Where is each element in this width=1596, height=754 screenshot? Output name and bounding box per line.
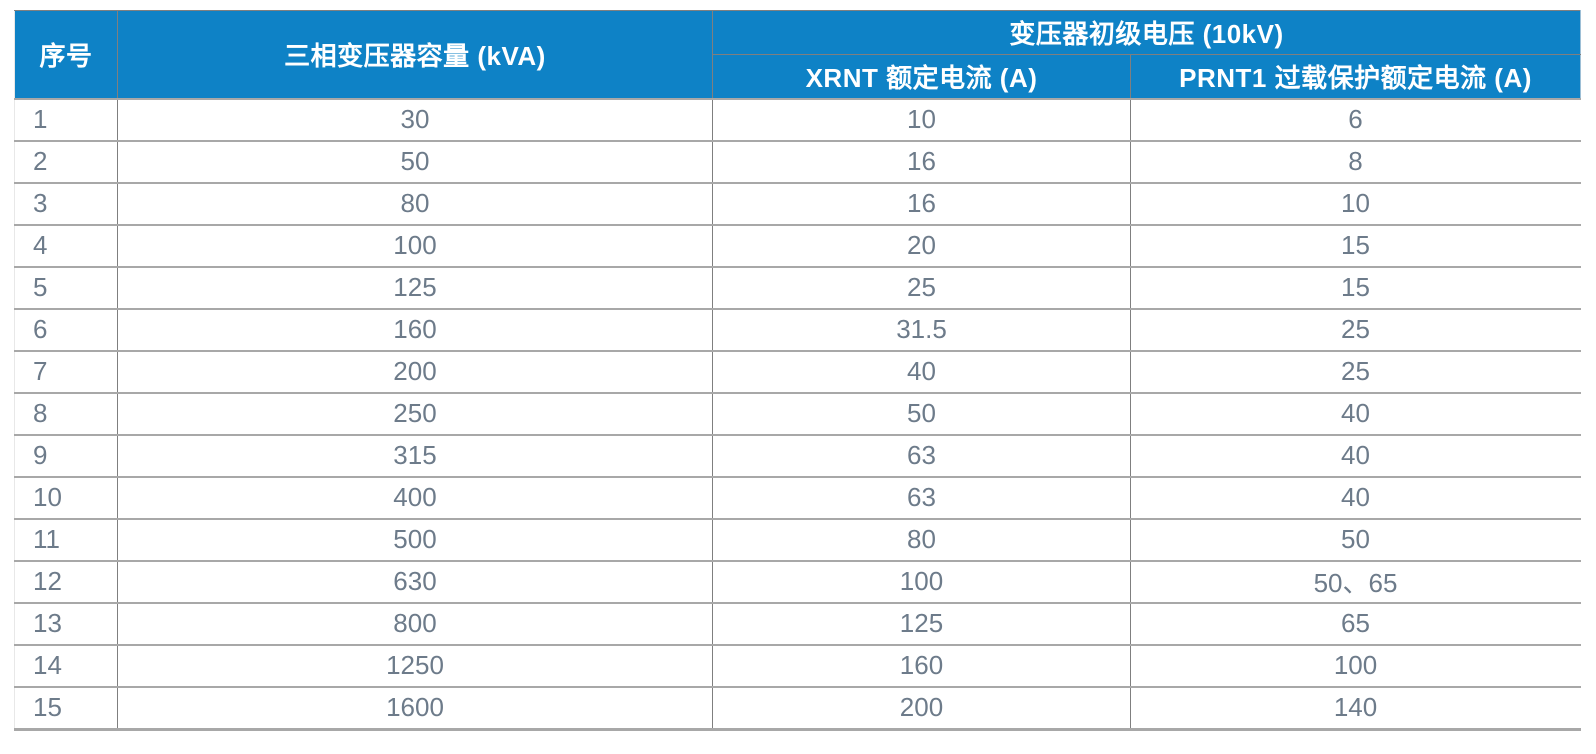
row-number-cell: 11: [14, 517, 118, 562]
prnt1-current-cell: 140: [1129, 685, 1582, 730]
prnt1-current-cell: 6: [1129, 97, 1582, 142]
row-number-cell: 14: [14, 643, 118, 688]
header-col-xrnt: XRNT 额定电流 (A): [712, 54, 1131, 99]
transformer-fuse-spec-table: 序号 三相变压器容量 (kVA) 变压器初级电压 (10kV) XRNT 额定电…: [14, 10, 1582, 731]
table-row: 7 200 40 25: [14, 349, 1582, 394]
capacity-cell: 630: [117, 559, 713, 604]
row-number-cell: 10: [14, 475, 118, 520]
header-col-capacity: 三相变压器容量 (kVA): [117, 10, 713, 99]
prnt1-current-cell: 25: [1129, 307, 1582, 352]
table-row: 5 125 25 15: [14, 265, 1582, 310]
xrnt-current-cell: 80: [712, 517, 1131, 562]
table-row: 13 800 125 65: [14, 601, 1582, 646]
table-row: 1 30 10 6: [14, 97, 1582, 142]
table-row: 15 1600 200 140: [14, 685, 1582, 730]
xrnt-current-cell: 125: [712, 601, 1131, 646]
prnt1-current-cell: 40: [1129, 391, 1582, 436]
row-number-cell: 2: [14, 139, 118, 184]
table-body: 1 30 10 6 2 50 16 8 3 80 16 10: [14, 97, 1582, 730]
capacity-cell: 315: [117, 433, 713, 478]
row-number-cell: 9: [14, 433, 118, 478]
row-number-cell: 3: [14, 181, 118, 226]
xrnt-current-cell: 20: [712, 223, 1131, 268]
table-row: 12 630 100 50、65: [14, 559, 1582, 604]
header-col-primary-voltage: 变压器初级电压 (10kV): [711, 10, 1582, 55]
row-number-cell: 4: [14, 223, 118, 268]
xrnt-current-cell: 160: [712, 643, 1131, 688]
row-number-cell: 1: [14, 97, 118, 142]
prnt1-current-cell: 65: [1129, 601, 1582, 646]
table-row: 2 50 16 8: [14, 139, 1582, 184]
prnt1-current-cell: 50、65: [1129, 559, 1582, 604]
row-number-cell: 15: [14, 685, 118, 730]
xrnt-current-cell: 100: [712, 559, 1131, 604]
capacity-cell: 800: [117, 601, 713, 646]
table-row: 6 160 31.5 25: [14, 307, 1582, 352]
xrnt-current-cell: 31.5: [712, 307, 1131, 352]
row-number-cell: 12: [14, 559, 118, 604]
header-col-prnt1: PRNT1 过载保护额定电流 (A): [1129, 54, 1582, 99]
prnt1-current-cell: 15: [1129, 265, 1582, 310]
table-row: 4 100 20 15: [14, 223, 1582, 268]
xrnt-current-cell: 16: [712, 139, 1131, 184]
table-row: 10 400 63 40: [14, 475, 1582, 520]
capacity-cell: 100: [117, 223, 713, 268]
prnt1-current-cell: 40: [1129, 475, 1582, 520]
capacity-cell: 50: [117, 139, 713, 184]
capacity-cell: 1250: [117, 643, 713, 688]
xrnt-current-cell: 40: [712, 349, 1131, 394]
prnt1-current-cell: 40: [1129, 433, 1582, 478]
prnt1-current-cell: 8: [1129, 139, 1582, 184]
prnt1-current-cell: 100: [1129, 643, 1582, 688]
row-number-cell: 6: [14, 307, 118, 352]
table-header: 序号 三相变压器容量 (kVA) 变压器初级电压 (10kV) XRNT 额定电…: [14, 10, 1582, 99]
xrnt-current-cell: 10: [712, 97, 1131, 142]
capacity-cell: 125: [117, 265, 713, 310]
xrnt-current-cell: 25: [712, 265, 1131, 310]
prnt1-current-cell: 15: [1129, 223, 1582, 268]
capacity-cell: 250: [117, 391, 713, 436]
xrnt-current-cell: 200: [712, 685, 1131, 730]
table-row: 14 1250 160 100: [14, 643, 1582, 688]
row-number-cell: 8: [14, 391, 118, 436]
capacity-cell: 80: [117, 181, 713, 226]
row-number-cell: 13: [14, 601, 118, 646]
table-row: 9 315 63 40: [14, 433, 1582, 478]
page: 序号 三相变压器容量 (kVA) 变压器初级电压 (10kV) XRNT 额定电…: [14, 10, 1582, 731]
capacity-cell: 400: [117, 475, 713, 520]
xrnt-current-cell: 63: [712, 475, 1131, 520]
table-row: 11 500 80 50: [14, 517, 1582, 562]
capacity-cell: 30: [117, 97, 713, 142]
xrnt-current-cell: 50: [712, 391, 1131, 436]
capacity-cell: 160: [117, 307, 713, 352]
header-col-no: 序号: [14, 10, 118, 99]
table-row: 3 80 16 10: [14, 181, 1582, 226]
table-row: 8 250 50 40: [14, 391, 1582, 436]
prnt1-current-cell: 50: [1129, 517, 1582, 562]
row-number-cell: 7: [14, 349, 118, 394]
capacity-cell: 500: [117, 517, 713, 562]
xrnt-current-cell: 16: [712, 181, 1131, 226]
prnt1-current-cell: 10: [1129, 181, 1582, 226]
capacity-cell: 1600: [117, 685, 713, 730]
capacity-cell: 200: [117, 349, 713, 394]
xrnt-current-cell: 63: [712, 433, 1131, 478]
row-number-cell: 5: [14, 265, 118, 310]
prnt1-current-cell: 25: [1129, 349, 1582, 394]
